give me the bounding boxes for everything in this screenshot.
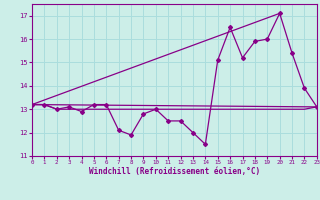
X-axis label: Windchill (Refroidissement éolien,°C): Windchill (Refroidissement éolien,°C) — [89, 167, 260, 176]
